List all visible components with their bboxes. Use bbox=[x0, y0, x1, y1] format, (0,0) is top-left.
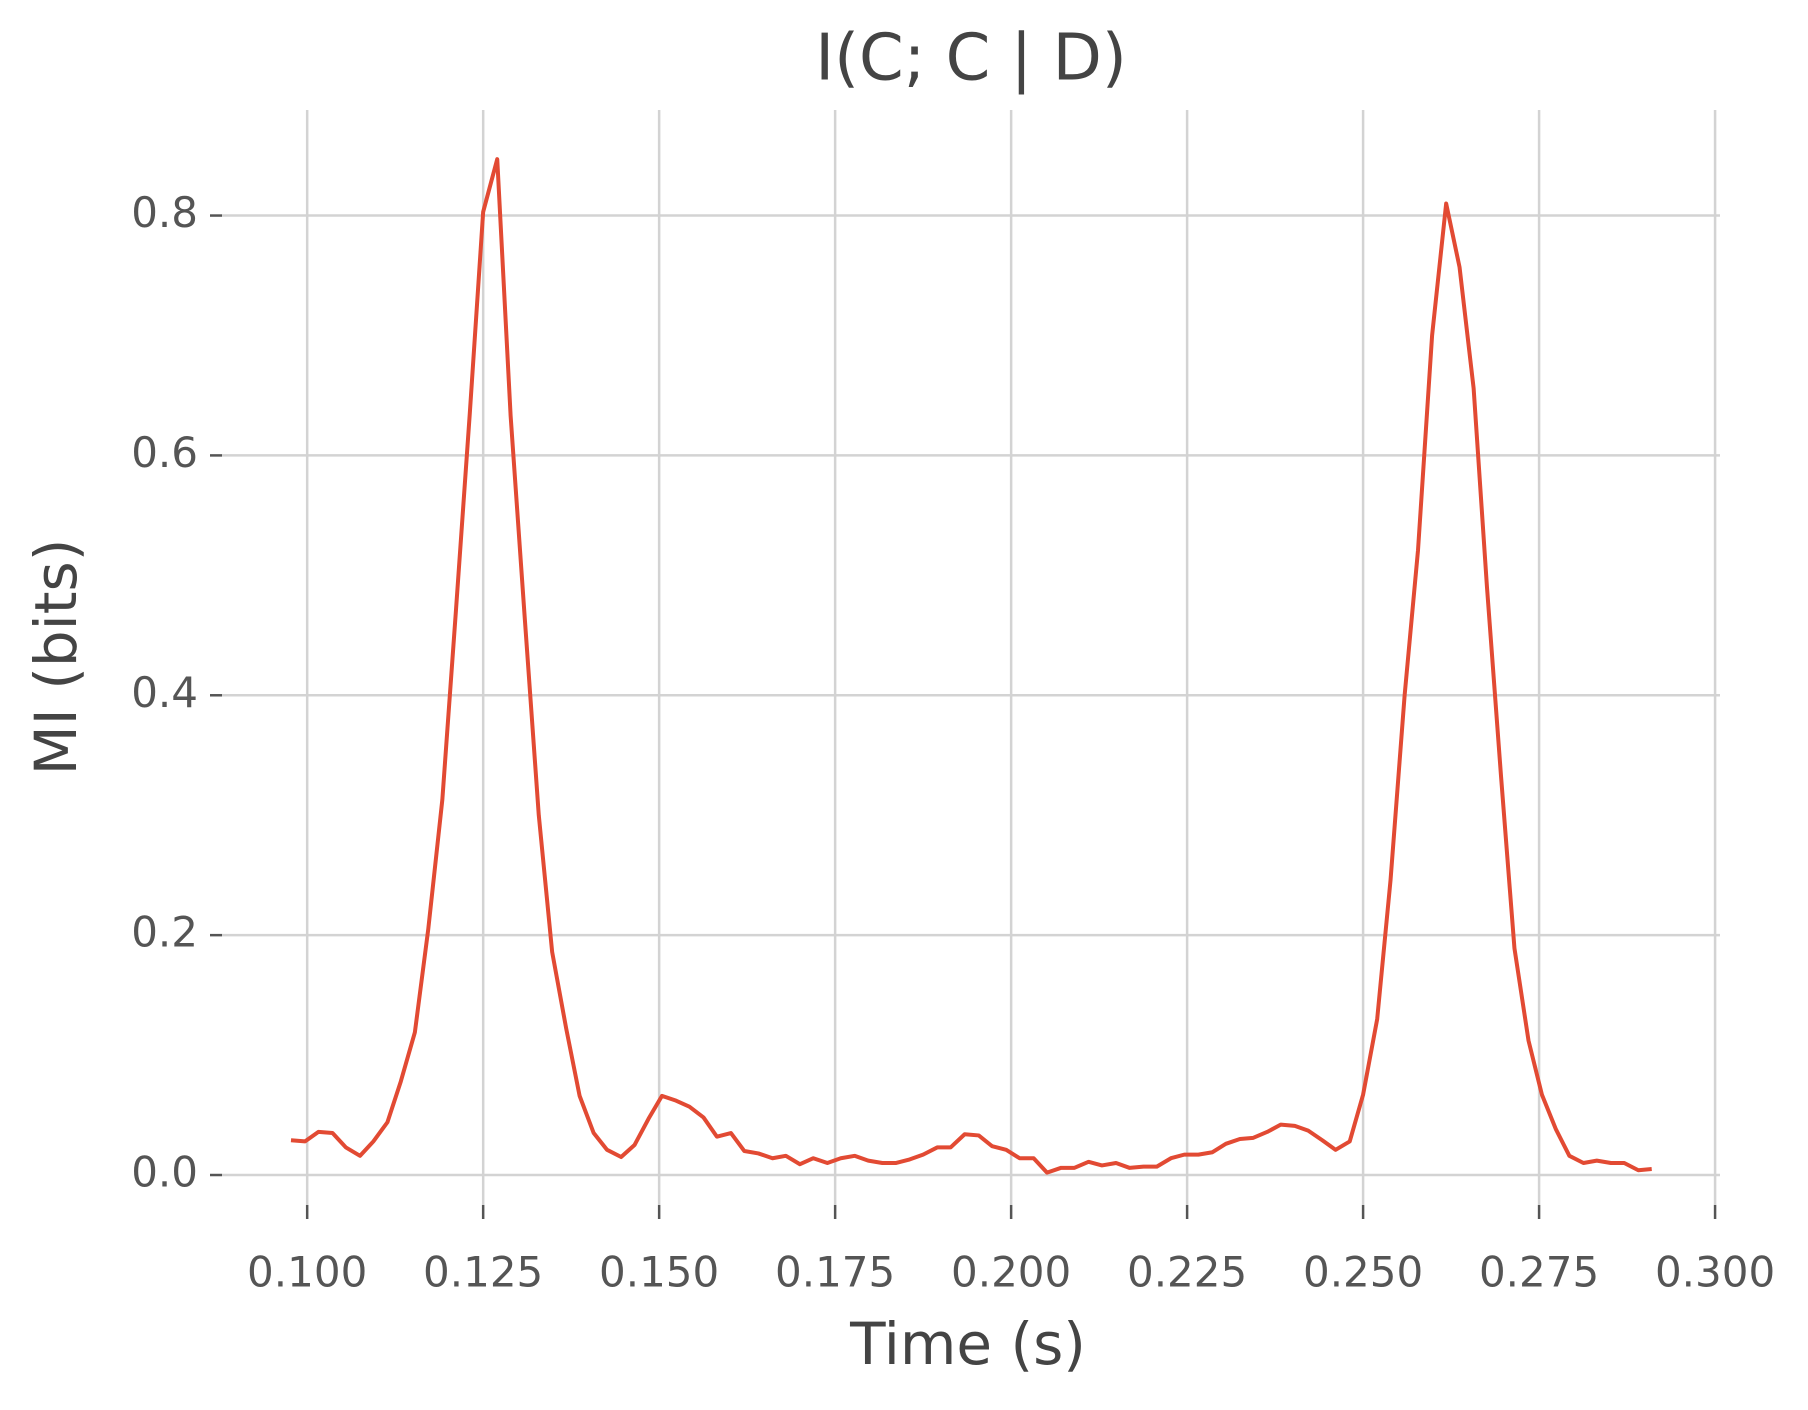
y-axis-label: MI (bits) bbox=[22, 539, 90, 776]
chart-title: I(C; C | D) bbox=[815, 22, 1127, 96]
x-axis-label: Time (s) bbox=[849, 1310, 1086, 1378]
x-tick-label: 0.275 bbox=[1479, 1248, 1599, 1297]
x-tick-label: 0.300 bbox=[1655, 1248, 1775, 1297]
x-tick-label: 0.225 bbox=[1127, 1248, 1247, 1297]
y-tick-label: 0.0 bbox=[131, 1148, 198, 1197]
y-tick-label: 0.6 bbox=[131, 428, 198, 477]
x-tick-label: 0.200 bbox=[951, 1248, 1071, 1297]
x-tick-label: 0.150 bbox=[599, 1248, 719, 1297]
x-tick-label: 0.100 bbox=[247, 1248, 367, 1297]
x-tick-label: 0.125 bbox=[423, 1248, 543, 1297]
x-tick-label: 0.175 bbox=[775, 1248, 895, 1297]
y-tick-label: 0.2 bbox=[131, 908, 198, 957]
data-line bbox=[290, 157, 1652, 1175]
y-tick-label: 0.8 bbox=[131, 188, 198, 237]
y-tick-label: 0.4 bbox=[131, 668, 198, 717]
x-tick-label: 0.250 bbox=[1303, 1248, 1423, 1297]
